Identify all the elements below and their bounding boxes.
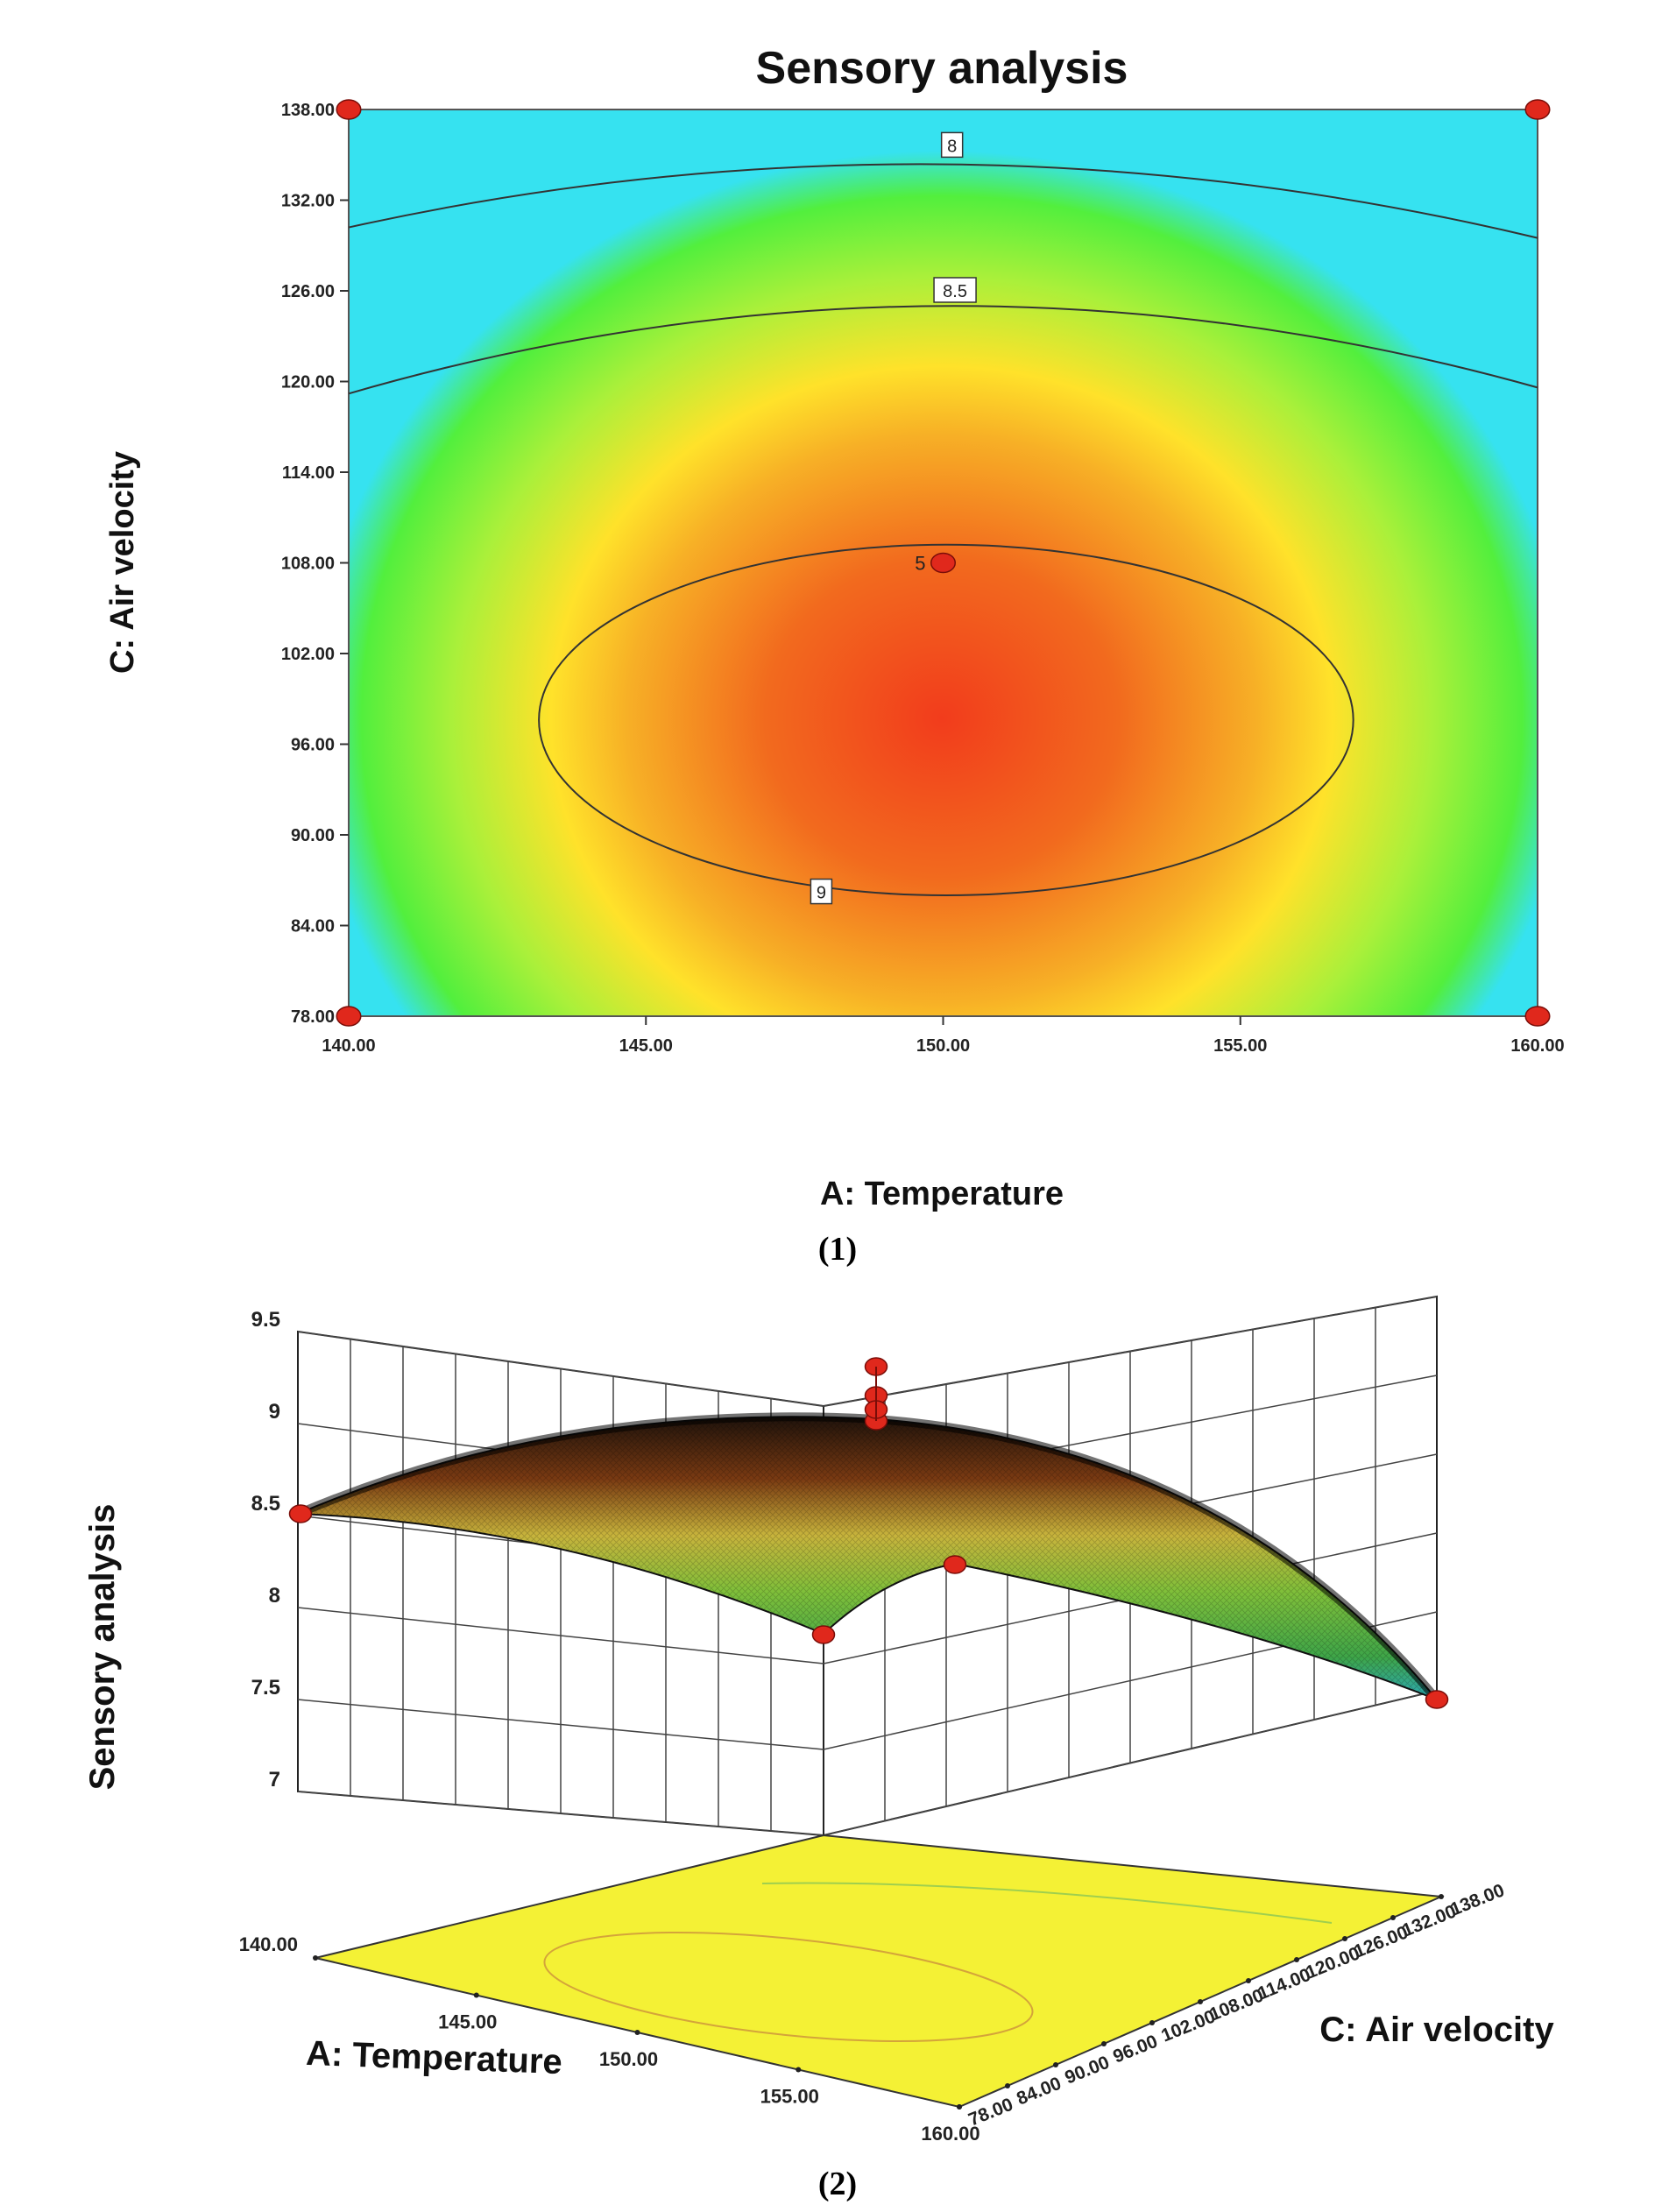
air-velocity-tick-mark [1246,1978,1251,1983]
caption-panel-1: (1) [818,1231,857,1268]
contour-label-8-5-box [933,277,977,303]
surface-design-point [811,1625,836,1644]
contour-x-tick-label: 150.00 [916,1036,970,1056]
contour-title: Sensory analysis [756,43,1128,94]
z-tick-label: 9.5 [251,1308,280,1332]
surface-design-point [1425,1690,1449,1709]
caption-panel-2: (2) [818,2166,857,2202]
air-velocity-tick-mark [957,2104,962,2110]
temperature-tick-mark [634,2030,640,2035]
air-velocity-tick-mark [1294,1957,1299,1962]
temperature-tick-label: 160.00 [921,2123,979,2145]
z-tick-label: 7 [269,1768,280,1792]
air-velocity-tick-label: 138.00 [1447,1880,1507,1919]
floor-contour-line [761,1882,1333,1924]
contour-design-point [930,552,956,574]
z-tick-label: 7.5 [251,1676,280,1700]
air-velocity-tick-mark [1198,1999,1203,2004]
contour-design-point [336,99,362,120]
surface-design-point [288,1504,313,1523]
contour-y-tick-label: 84.00 [291,917,335,936]
temperature-tick-label: 140.00 [239,1933,298,1955]
contour-y-ticks: 78.00 84.00 90.00 96.00 102.00 108.00 114.00 12… [281,101,349,1027]
contour-y-tick-label: 90.00 [291,826,335,845]
air-velocity-tick-mark [1005,2083,1010,2088]
floor-contour-ellipse [543,1931,1034,2043]
center-point-count: 5 [915,553,925,575]
contour-label-8-box [940,131,964,159]
contour-chart: Sensory analysis 78.00 84.00 90.00 96.00 102… [46,26,1635,1219]
temperature-tick-label: 150.00 [599,2048,658,2070]
contour-line-9 [538,543,1354,897]
contour-x-tick-label: 140.00 [322,1036,375,1056]
contour-y-tick-label: 114.00 [282,463,335,483]
contour-design-points: 5 [336,99,1551,1027]
z-tick-label: 8 [269,1584,280,1608]
contour-y-tick-label: 78.00 [291,1007,335,1027]
air-velocity-tick-mark [1149,2020,1155,2025]
contour-y-tick-label: 120.00 [281,373,335,392]
temperature-tick-mark [796,2067,802,2073]
z-tick-label: 8.5 [251,1492,280,1516]
surface-y-axis-title: C: Air velocity [1319,2011,1554,2049]
contour-x-ticks: 140.00 145.00 150.00 155.00 160.00 [322,1016,1565,1056]
surface-z-axis-title: Sensory analysis [83,1504,122,1791]
temperature-tick-label: 145.00 [438,2011,497,2033]
contour-label-8-5: 8.5 [943,282,967,301]
surface-design-point [943,1555,967,1574]
air-velocity-tick-mark [1342,1936,1347,1941]
air-velocity-tick-mark [1053,2062,1058,2067]
contour-x-tick-label: 160.00 [1510,1036,1564,1056]
contour-y-tick-label: 108.00 [281,555,335,574]
contour-y-tick-label: 102.00 [281,645,335,664]
air-velocity-tick-mark [1101,2041,1107,2046]
contour-x-tick-label: 155.00 [1213,1036,1267,1056]
surface-x-axis-title: A: Temperature [305,2034,562,2081]
contour-label-9-box [810,878,833,905]
contour-y-tick-label: 138.00 [281,101,335,120]
contour-label-8: 8 [947,137,957,156]
air-velocity-tick-mark [1439,1894,1444,1899]
contour-line-8-5 [348,305,1538,395]
contour-y-axis-title: C: Air velocity [104,451,141,674]
contour-x-tick-label: 145.00 [619,1036,673,1056]
contour-lines: 88.59 [348,131,1538,905]
contour-label-9: 9 [817,884,826,903]
contour-design-point [1524,1006,1551,1027]
contour-y-tick-label: 96.00 [291,736,335,755]
temperature-tick-mark [313,1955,318,1961]
temperature-tick-label: 155.00 [760,2086,819,2108]
air-velocity-tick-mark [1390,1915,1396,1920]
temperature-ticks: 140.00 145.00 150.00 155.00 160.00 [239,1933,980,2145]
temperature-tick-mark [473,1992,479,1998]
z-ticks: 7 7.5 8 8.5 9 9.5 [251,1308,280,1792]
contour-x-axis-title: A: Temperature [820,1176,1064,1212]
contour-line-8 [348,163,1538,239]
z-tick-label: 9 [269,1400,280,1424]
contour-design-point [1524,99,1551,120]
surface-chart: 7 7.5 8 8.5 9 9.5 140.00 145.00 150.00 155.00 160… [83,1295,1554,2145]
surface-design-points [288,1357,1449,1709]
contour-y-tick-label: 126.00 [281,282,335,301]
contour-design-point [336,1006,362,1027]
contour-y-tick-label: 132.00 [281,192,335,211]
